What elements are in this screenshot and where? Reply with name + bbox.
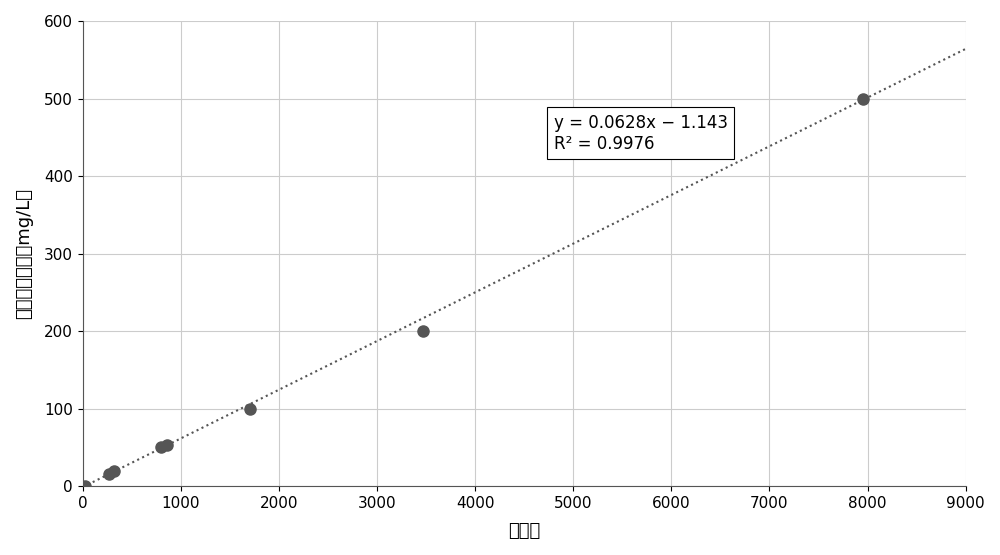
Point [415,327,431,336]
Text: y = 0.0628x − 1.143
R² = 0.9976: y = 0.0628x − 1.143 R² = 0.9976 [554,114,728,153]
Y-axis label: 他克莫司浓度（mg/L）: 他克莫司浓度（mg/L） [15,188,33,319]
Point [159,441,175,450]
Point [153,443,169,452]
X-axis label: 峰面积: 峰面积 [508,522,540,540]
Point [855,94,871,103]
Point [242,404,258,413]
Point [77,482,93,491]
Point [106,467,122,476]
Point [101,470,117,478]
